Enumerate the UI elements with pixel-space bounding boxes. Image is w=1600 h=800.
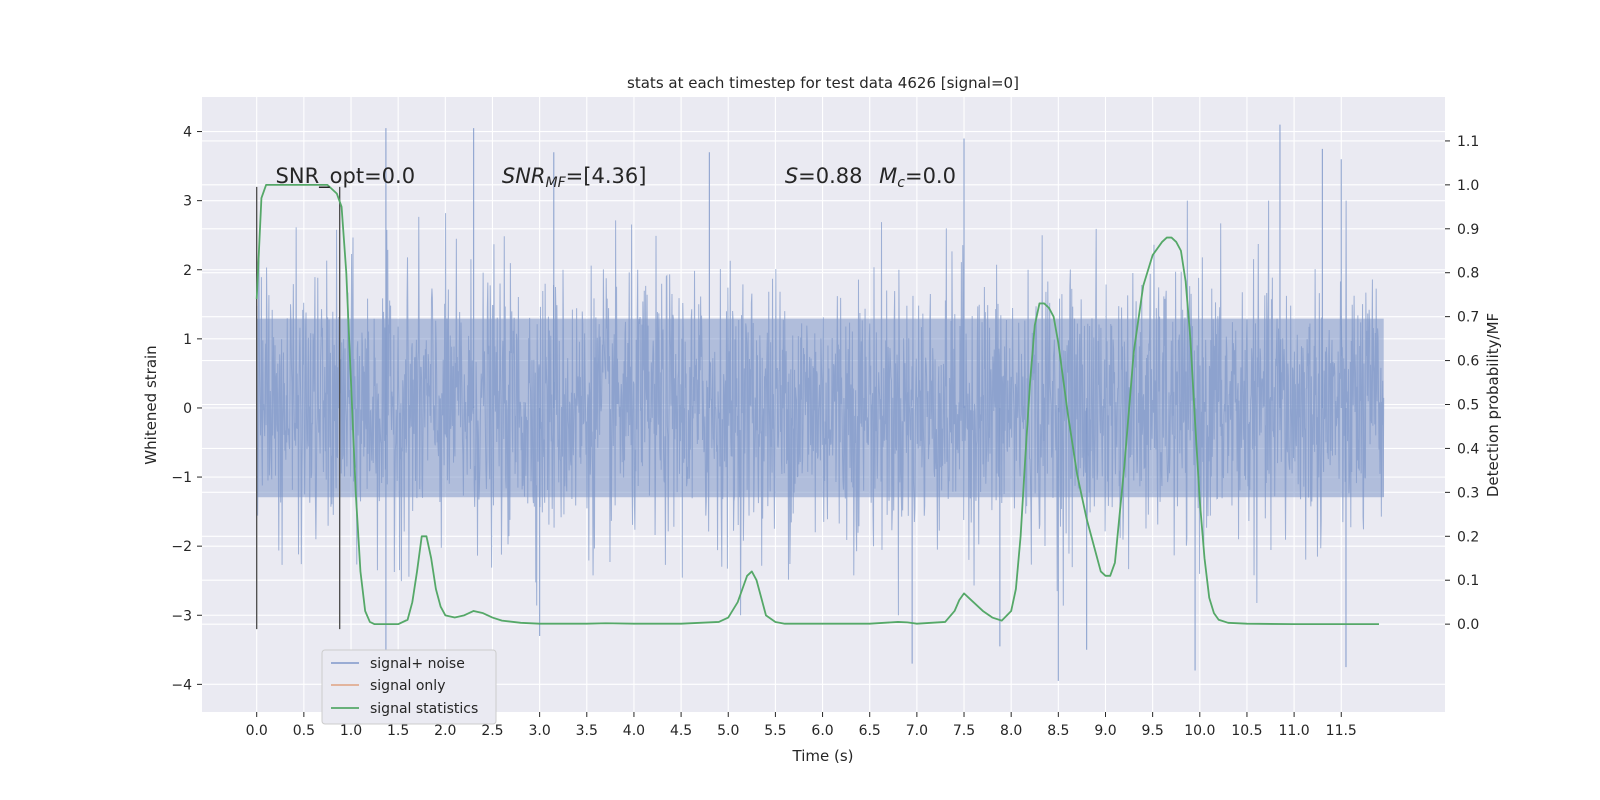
- annotation-segment: M: [879, 164, 897, 188]
- annotation-segment: =0.0: [905, 164, 956, 188]
- y2-tick-label: 1.1: [1457, 134, 1479, 150]
- y2-tick-label: 0.3: [1457, 485, 1479, 501]
- x-axis-label: Time (s): [792, 747, 854, 765]
- x-tick-label: 8.0: [1000, 723, 1022, 739]
- x-tick-label: 6.5: [859, 723, 881, 739]
- y-tick-label: −1: [171, 470, 192, 486]
- y2-tick-label: 0.2: [1457, 529, 1479, 545]
- annotation-segment: S: [785, 164, 798, 188]
- y2-tick-label: 0.0: [1457, 617, 1479, 633]
- x-tick-label: 4.0: [623, 723, 645, 739]
- x-tick-label: 1.5: [387, 723, 409, 739]
- annotation-segment: MF: [546, 175, 567, 191]
- x-tick-label: 3.0: [528, 723, 550, 739]
- annotation-text: SNR_opt=0.0: [276, 164, 416, 189]
- x-tick-label: 1.0: [340, 723, 362, 739]
- y2-tick-label: 0.8: [1457, 266, 1479, 282]
- x-tick-label: 11.5: [1326, 723, 1357, 739]
- annotation-segment: SNR_opt=0.0: [276, 164, 416, 189]
- y2-tick-label: 0.9: [1457, 222, 1479, 238]
- y2-tick-label: 0.1: [1457, 573, 1479, 589]
- x-tick-label: 8.5: [1047, 723, 1069, 739]
- x-tick-label: 5.5: [764, 723, 786, 739]
- vertical-markers: [256, 186, 341, 630]
- x-tick-label: 3.5: [576, 723, 598, 739]
- y-tick-label: −4: [171, 677, 192, 693]
- x-tick-label: 0.5: [293, 723, 315, 739]
- annotation-segment: =0.88: [798, 164, 862, 188]
- chart-title: stats at each timestep for test data 462…: [627, 74, 1019, 92]
- y-tick-label: 2: [183, 263, 192, 279]
- x-tick-label: 0.0: [246, 723, 268, 739]
- series-signal-plus-noise: [256, 124, 1385, 681]
- x-tick-label: 10.5: [1231, 723, 1262, 739]
- annotations: SNR_opt=0.0 SNRMF=[4.36] S=0.88 Mc=0.0: [276, 164, 956, 191]
- y-tick-label: 0: [183, 401, 192, 417]
- annotation-text: Mc=0.0: [879, 164, 956, 191]
- series-signal-statistics: [255, 183, 1379, 626]
- y-tick-label: −2: [171, 539, 192, 555]
- annotation-segment: =[4.36]: [566, 164, 647, 188]
- x-axis-ticks: 0.0 0.5 1.0 1.5 2.0 2.5 3.0 3.5 4.0 4.5 5.0 5.5 6.0 6…: [246, 712, 1357, 739]
- legend-box: [321, 649, 497, 725]
- annotation-segment: c: [897, 175, 905, 191]
- y2-tick-label: 0.7: [1457, 310, 1479, 326]
- y-axis-label: Whitened strain: [142, 345, 160, 464]
- x-tick-label: 9.5: [1142, 723, 1164, 739]
- x-tick-label: 7.5: [953, 723, 975, 739]
- y-axis-ticks: −4 −3 −2 −1 0 1 2 3 4: [171, 125, 202, 693]
- y-tick-label: −3: [171, 608, 192, 624]
- y-tick-label: 3: [183, 194, 192, 210]
- annotation-segment: SNR: [502, 164, 546, 188]
- x-tick-label: 9.0: [1094, 723, 1116, 739]
- legend: signal+ noise signal only signal statist…: [321, 649, 497, 725]
- y-tick-label: 4: [183, 125, 192, 141]
- noise-core-band: [256, 318, 1384, 498]
- annotation-text: SNRMF=[4.36]: [502, 164, 647, 191]
- legend-label-signal-noise: signal+ noise: [370, 656, 465, 672]
- y2-axis-ticks: 0.0 0.1 0.2 0.3 0.4 0.5 0.6 0.7 0.8 0.9 1.0 1.1: [1445, 134, 1479, 633]
- x-tick-label: 5.0: [717, 723, 739, 739]
- x-tick-label: 6.0: [811, 723, 833, 739]
- signal-statistics-line: [255, 183, 1379, 626]
- x-tick-label: 11.0: [1279, 723, 1310, 739]
- y2-tick-label: 0.4: [1457, 441, 1479, 457]
- x-tick-label: 7.0: [906, 723, 928, 739]
- y-tick-label: 1: [183, 332, 192, 348]
- y2-tick-label: 1.0: [1457, 178, 1479, 194]
- x-tick-label: 2.5: [481, 723, 503, 739]
- y2-axis-label: Detection probability/MF: [1484, 313, 1502, 497]
- annotation-text: S=0.88: [785, 164, 863, 188]
- legend-label-signal-only: signal only: [370, 678, 445, 694]
- x-tick-label: 4.5: [670, 723, 692, 739]
- x-tick-label: 2.0: [434, 723, 456, 739]
- y2-tick-label: 0.5: [1457, 398, 1479, 414]
- x-tick-label: 10.0: [1184, 723, 1215, 739]
- legend-label-signal-statistics: signal statistics: [370, 701, 478, 717]
- y2-tick-label: 0.6: [1457, 354, 1479, 370]
